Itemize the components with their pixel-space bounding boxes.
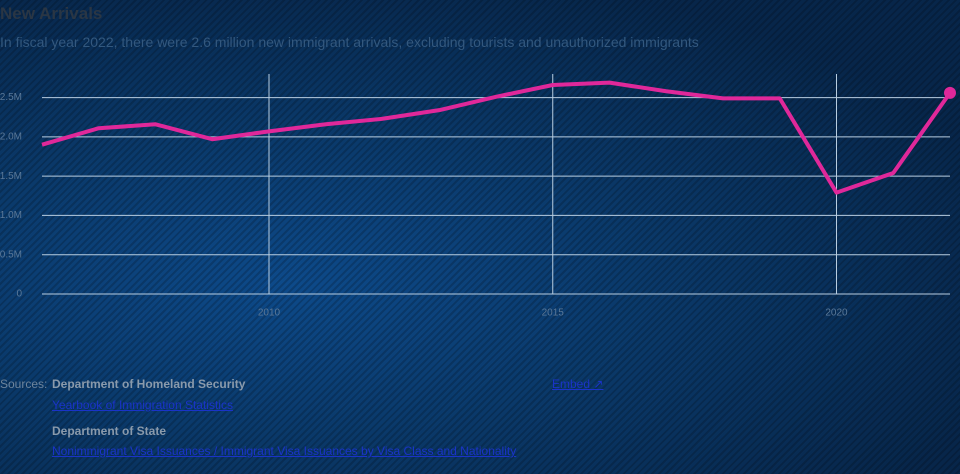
chart-title: New Arrivals (0, 4, 103, 23)
x-tick-label: 2010 (258, 308, 281, 319)
y-tick-label: 1.0M (0, 210, 22, 221)
x-tick-label: 2020 (825, 308, 848, 319)
source-link: Yearbook of Immigration Statistics (52, 398, 233, 412)
y-tick-label: 2.5M (0, 92, 22, 103)
y-tick-label: 1.5M (0, 171, 22, 182)
y-tick-label: 2.0M (0, 131, 22, 142)
y-tick-label: 0 (16, 289, 22, 300)
source-link[interactable]: Nonimmigrant Visa Issuances / Immigrant … (52, 444, 517, 458)
x-tick-label: 2015 (542, 308, 565, 319)
source-link[interactable]: Yearbook of Immigration Statistics (52, 398, 233, 412)
embed-link[interactable]: Embed ↗ (552, 377, 604, 391)
embed-link: Embed ↗ (552, 377, 603, 391)
sources-label: Sources: (0, 377, 48, 391)
source-link: Nonimmigrant Visa Issuances / Immigrant … (52, 444, 516, 458)
source-name: Department of State (52, 424, 166, 438)
end-marker (944, 86, 956, 99)
line (41, 80, 952, 195)
source-name: Department of Homeland Security (52, 377, 246, 391)
source-name: Department of State (52, 424, 167, 438)
source-name: Department of Homeland Security (52, 377, 245, 391)
y-tick-label: 0.5M (0, 249, 22, 260)
chart-subtitle: In fiscal year 2022, there were 2.6 mill… (0, 34, 699, 50)
chart: 0 0.5M 1.0M 1.5M 2.0M 2.5M 2010 2015 2020 (0, 74, 956, 319)
